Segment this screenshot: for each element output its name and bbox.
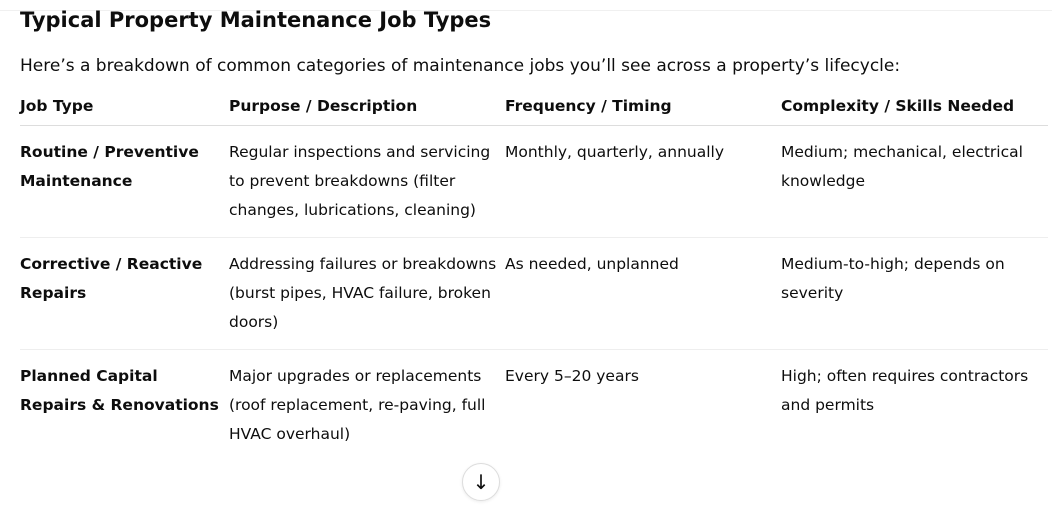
header-job-type: Job Type (20, 92, 229, 126)
table-row: Routine / Preventive Maintenance Regular … (20, 125, 1048, 238)
divider (0, 10, 1052, 11)
job-types-table: Job Type Purpose / Description Frequency… (20, 92, 1048, 461)
table-cell: Medium-to-high; depends on severity (781, 237, 1048, 350)
table-cell: Medium; mechanical, electrical knowledge (781, 125, 1048, 238)
table-row: Planned Capital Repairs & Renovations Maj… (20, 350, 1048, 462)
table-cell: Major upgrades or replacements (roof rep… (229, 367, 486, 443)
table-cell: High; often requires contractors and per… (781, 367, 1029, 414)
table-cell: As needed, unplanned (505, 237, 781, 350)
table-cell: Monthly, quarterly, annually (505, 125, 781, 238)
table-cell: Corrective / Reactive Repairs (20, 237, 229, 350)
header-complexity: Complexity / Skills Needed (781, 92, 1048, 126)
table-cell: Planned Capital Repairs & Renovations (20, 367, 219, 414)
arrow-down-icon: ↓ (472, 470, 490, 494)
table-cell: Routine / Preventive Maintenance (20, 125, 229, 238)
header-frequency: Frequency / Timing (505, 92, 781, 126)
section-title: Typical Property Maintenance Job Types (20, 8, 492, 32)
table-row: Corrective / Reactive Repairs Addressing … (20, 237, 1048, 350)
header-purpose: Purpose / Description (229, 92, 505, 126)
table-cell: Every 5–20 years (505, 367, 639, 385)
table-cell: Addressing failures or breakdowns (burst… (229, 237, 505, 350)
table-cell: Regular inspections and servicing to pre… (229, 125, 505, 238)
scroll-down-button[interactable]: ↓ (462, 463, 500, 501)
intro-text: Here’s a breakdown of common categories … (20, 56, 901, 76)
